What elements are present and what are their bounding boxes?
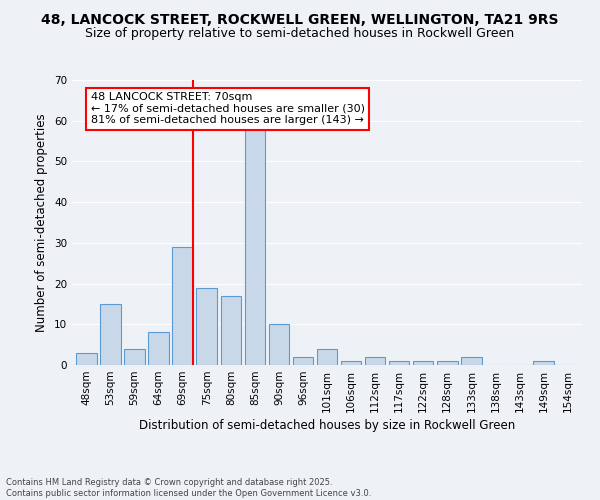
- Bar: [413, 361, 433, 365]
- Bar: [269, 324, 289, 365]
- Bar: [293, 357, 313, 365]
- Bar: [461, 357, 482, 365]
- Y-axis label: Number of semi-detached properties: Number of semi-detached properties: [35, 113, 49, 332]
- Bar: [365, 357, 385, 365]
- Text: 48 LANCOCK STREET: 70sqm
← 17% of semi-detached houses are smaller (30)
81% of s: 48 LANCOCK STREET: 70sqm ← 17% of semi-d…: [91, 92, 365, 126]
- Bar: [317, 348, 337, 365]
- Bar: [100, 304, 121, 365]
- Bar: [389, 361, 409, 365]
- Bar: [76, 353, 97, 365]
- Bar: [124, 348, 145, 365]
- Text: 48, LANCOCK STREET, ROCKWELL GREEN, WELLINGTON, TA21 9RS: 48, LANCOCK STREET, ROCKWELL GREEN, WELL…: [41, 12, 559, 26]
- Text: Size of property relative to semi-detached houses in Rockwell Green: Size of property relative to semi-detach…: [85, 28, 515, 40]
- Bar: [172, 247, 193, 365]
- Bar: [148, 332, 169, 365]
- Bar: [245, 129, 265, 365]
- Bar: [533, 361, 554, 365]
- Bar: [196, 288, 217, 365]
- Bar: [341, 361, 361, 365]
- Bar: [437, 361, 458, 365]
- Text: Contains HM Land Registry data © Crown copyright and database right 2025.
Contai: Contains HM Land Registry data © Crown c…: [6, 478, 371, 498]
- X-axis label: Distribution of semi-detached houses by size in Rockwell Green: Distribution of semi-detached houses by …: [139, 419, 515, 432]
- Bar: [221, 296, 241, 365]
